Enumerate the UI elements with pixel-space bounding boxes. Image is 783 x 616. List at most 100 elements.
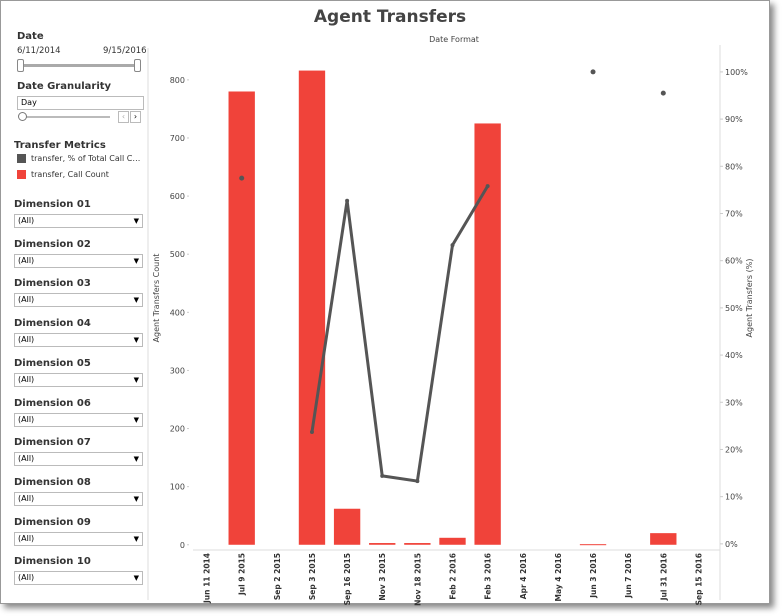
filter-title: Dimension 06	[14, 397, 91, 409]
y2-tick-label: 0%	[725, 540, 738, 549]
y-tick-label: 800	[170, 76, 185, 85]
next-button[interactable]: ›	[130, 111, 141, 123]
line	[310, 185, 489, 483]
y-tick-label: 300	[170, 366, 185, 375]
filter-title: Dimension 04	[14, 318, 91, 330]
y2-tick-label: 50%	[725, 304, 743, 313]
dropdown-arrow[interactable]: ▼	[133, 455, 139, 464]
legend-label: transfer, % of Total Call Count	[31, 154, 143, 163]
filter-title: Dimension 07	[14, 437, 91, 449]
bar	[228, 91, 255, 545]
legend-swatch	[17, 154, 26, 163]
line-point	[415, 479, 420, 484]
slider-handle[interactable]	[18, 112, 27, 121]
dropdown-arrow[interactable]: ▼	[133, 534, 139, 543]
filter-dropdown[interactable]: (All) ▼	[14, 452, 143, 467]
filter-title: Dimension 05	[14, 357, 91, 369]
line-point	[485, 184, 490, 189]
dropdown-arrow[interactable]: ▼	[133, 574, 139, 583]
dropdown-arrow[interactable]: ▼	[133, 375, 139, 384]
y2-tick-label: 40%	[725, 351, 743, 360]
dropdown-arrow[interactable]: ▼	[133, 256, 139, 265]
filter-title: Dimension 10	[14, 556, 91, 568]
x-tick-label: Jun 3 2016	[589, 553, 598, 599]
date-slider[interactable]	[20, 64, 138, 67]
x-tick-label: Jun 11 2014	[203, 553, 212, 604]
y-tick-label: 0	[180, 541, 185, 550]
bar	[439, 537, 466, 545]
chart-subtitle: Date Format	[429, 35, 479, 44]
filter-title: Dimension 08	[14, 476, 91, 488]
filter-dropdown[interactable]: (All) ▼	[14, 253, 143, 268]
y2-tick-label: 60%	[725, 257, 743, 266]
line-point	[239, 175, 245, 181]
line-point	[450, 243, 455, 248]
dropdown-arrow[interactable]: ▼	[133, 415, 139, 424]
dropdown-arrow[interactable]: ▼	[133, 336, 139, 345]
slider-handle[interactable]	[17, 59, 24, 72]
bar	[333, 508, 361, 545]
filter-dropdown[interactable]: (All) ▼	[14, 214, 143, 228]
y2-tick-label: 100%	[725, 68, 748, 77]
granularity-input[interactable]: Day	[17, 96, 144, 110]
y-axis-title: Agent Transfers Count	[152, 254, 161, 343]
x-tick-label: Sep 15 2016	[694, 553, 703, 605]
y2-tick-label: 30%	[725, 398, 743, 407]
line-point	[345, 198, 350, 203]
x-tick-label: Sep 16 2015	[343, 553, 352, 605]
date-end: 9/15/2016	[103, 46, 147, 56]
prev-button[interactable]: ‹	[118, 111, 129, 123]
y2-tick-label: 20%	[725, 445, 743, 454]
y-tick-label: 500	[170, 250, 185, 259]
x-tick-label: Sep 3 2015	[308, 553, 317, 600]
y2-tick-label: 90%	[725, 115, 743, 124]
x-tick-label: Jun 7 2016	[624, 553, 633, 599]
x-tick-label: Sep 2 2015	[273, 553, 282, 600]
y2-axis-title: Agent Transfers (%)	[745, 259, 754, 338]
filter-dropdown[interactable]: (All) ▼	[14, 293, 143, 308]
granularity-title: Date Granularity	[17, 81, 112, 92]
dropdown-arrow[interactable]: ▼	[133, 217, 139, 225]
bar	[474, 123, 501, 545]
date-title: Date	[17, 31, 44, 42]
x-tick-label: May 4 2016	[554, 553, 563, 602]
dropdown-arrow[interactable]: ▼	[133, 296, 139, 305]
x-tick-label: Feb 3 2016	[484, 553, 493, 600]
bar	[579, 544, 607, 546]
y-tick-label: 400	[170, 308, 185, 317]
y-tick-label: 600	[170, 192, 185, 201]
line-point	[660, 90, 666, 96]
filter-dropdown[interactable]: (All) ▼	[14, 491, 143, 506]
x-tick-label: Jul 9 2015	[238, 553, 247, 596]
date-start: 6/11/2014	[17, 46, 61, 56]
filter-dropdown[interactable]: (All) ▼	[14, 372, 143, 387]
filter-title: Dimension 03	[14, 278, 91, 290]
granularity-slider[interactable]	[22, 116, 110, 118]
line-point	[380, 473, 385, 478]
filter-title: Dimension 09	[14, 516, 91, 528]
y2-tick-label: 80%	[725, 162, 743, 171]
x-tick-label: Jul 31 2016	[659, 553, 668, 601]
bar	[404, 543, 431, 545]
bar	[298, 70, 326, 545]
dropdown-arrow[interactable]: ▼	[133, 494, 139, 503]
line-point	[309, 430, 314, 435]
legend-label: transfer, Call Count	[31, 170, 109, 179]
filter-dropdown[interactable]: (All) ▼	[14, 531, 143, 546]
y-tick-label: 100	[170, 483, 185, 492]
x-tick-label: Feb 2 2016	[449, 553, 458, 600]
line-point	[590, 69, 596, 75]
filter-dropdown[interactable]: (All) ▼	[14, 333, 143, 348]
x-tick-label: Apr 4 2016	[519, 553, 528, 599]
filter-dropdown[interactable]: (All) ▼	[14, 412, 143, 427]
y-tick-label: 200	[170, 425, 185, 434]
filter-dropdown[interactable]: (All) ▼	[14, 571, 143, 586]
slider-handle[interactable]	[134, 59, 141, 72]
filter-title: Dimension 01	[14, 199, 91, 210]
chart-title: Agent Transfers	[314, 7, 466, 27]
filter-title: Dimension 02	[14, 238, 91, 250]
x-tick-label: Nov 3 2015	[378, 553, 387, 601]
bar	[650, 533, 677, 545]
